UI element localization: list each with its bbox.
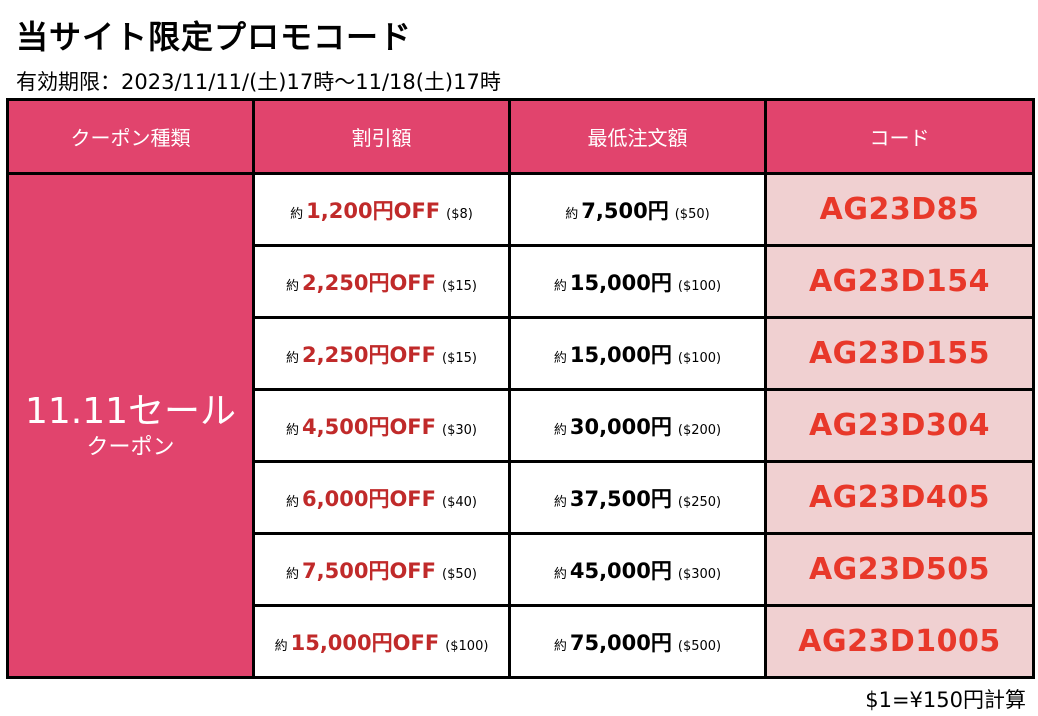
min-order-amount: 45,000円 xyxy=(569,558,672,583)
min-order-cell: 約 37,500円 ($250) xyxy=(508,460,767,535)
discount-cell: 約 2,250円OFF ($15) xyxy=(252,244,511,319)
promo-code: AG23D505 xyxy=(808,552,991,587)
discount-cell: 約 2,250円OFF ($15) xyxy=(252,316,511,391)
code-cell: AG23D505 xyxy=(764,532,1035,607)
discount-amount: 7,500円OFF xyxy=(302,558,436,583)
min-order-amount: 15,000円 xyxy=(569,342,672,367)
approx-label: 約 xyxy=(553,638,567,654)
approx-label: 約 xyxy=(286,494,300,510)
min-order-amount: 7,500円 xyxy=(581,198,669,223)
header-min-order: 最低注文額 xyxy=(508,98,767,175)
coupon-type-cell: 11.11セール クーポン xyxy=(6,172,255,679)
code-cell: AG23D304 xyxy=(764,388,1035,463)
discount-usd: ($15) xyxy=(442,278,477,294)
approx-label: 約 xyxy=(553,350,567,366)
approx-label: 約 xyxy=(553,494,567,510)
discount-amount: 6,000円OFF xyxy=(302,486,436,511)
table-row: 約 4,500円OFF ($30) 約 30,000円 ($200) AG23D304 xyxy=(8,388,1035,463)
table-row: 約 15,000円OFF ($100) 約 75,000円 ($500) AG23D1005 xyxy=(8,604,1035,679)
discount-amount: 4,500円OFF xyxy=(302,414,436,439)
code-cell: AG23D154 xyxy=(764,244,1035,319)
min-order-usd: ($100) xyxy=(677,350,722,366)
min-order-cell: 約 30,000円 ($200) xyxy=(508,388,767,463)
approx-label: 約 xyxy=(286,350,300,366)
discount-cell: 約 6,000円OFF ($40) xyxy=(252,460,511,535)
min-order-cell: 約 45,000円 ($300) xyxy=(508,532,767,607)
discount-amount: 1,200円OFF xyxy=(306,198,441,223)
min-order-usd: ($200) xyxy=(677,422,722,438)
min-order-usd: ($100) xyxy=(677,278,722,294)
min-order-cell: 約 15,000円 ($100) xyxy=(508,244,767,319)
validity-period: 有効期限：2023/11/11/(土)17時〜11/18(土)17時 xyxy=(16,70,501,94)
min-order-cell: 約 15,000円 ($100) xyxy=(508,316,767,391)
min-order-usd: ($300) xyxy=(677,566,722,582)
approx-label: 約 xyxy=(286,422,300,438)
discount-usd: ($8) xyxy=(446,206,473,222)
min-order-usd: ($250) xyxy=(677,494,722,510)
promo-code: AG23D405 xyxy=(808,480,991,515)
approx-label: 約 xyxy=(553,422,567,438)
table-row: 約 2,250円OFF ($15) 約 15,000円 ($100) AG23D155 xyxy=(8,316,1035,391)
discount-amount: 15,000円OFF xyxy=(290,630,440,655)
discount-amount: 2,250円OFF xyxy=(302,342,436,367)
approx-label: 約 xyxy=(274,638,288,654)
discount-usd: ($30) xyxy=(442,422,477,438)
min-order-cell: 約 75,000円 ($500) xyxy=(508,604,767,679)
header-discount: 割引額 xyxy=(252,98,511,175)
promo-code: AG23D85 xyxy=(819,192,980,227)
approx-label: 約 xyxy=(286,566,300,582)
approx-label: 約 xyxy=(553,566,567,582)
exchange-rate-note: $1=¥150円計算 xyxy=(865,688,1026,712)
discount-usd: ($50) xyxy=(442,566,477,582)
promo-code: AG23D304 xyxy=(808,408,991,443)
table-row: 約 2,250円OFF ($15) 約 15,000円 ($100) AG23D154 xyxy=(8,244,1035,319)
min-order-amount: 30,000円 xyxy=(569,414,672,439)
min-order-amount: 15,000円 xyxy=(569,270,672,295)
header-code: コード xyxy=(764,98,1035,175)
discount-cell: 約 1,200円OFF ($8) xyxy=(252,172,511,247)
code-cell: AG23D155 xyxy=(764,316,1035,391)
table-row: 11.11セール クーポン約 1,200円OFF ($8) 約 7,500円 ($50) AG… xyxy=(6,172,1035,679)
approx-label: 約 xyxy=(290,206,304,222)
code-cell: AG23D1005 xyxy=(764,604,1035,679)
discount-usd: ($100) xyxy=(445,638,489,654)
promo-code: AG23D155 xyxy=(808,336,991,371)
promo-code: AG23D154 xyxy=(808,264,991,299)
discount-usd: ($15) xyxy=(442,350,477,366)
min-order-usd: ($500) xyxy=(677,638,722,654)
promo-code: AG23D1005 xyxy=(798,624,1001,659)
approx-label: 約 xyxy=(553,278,567,294)
page-title: 当サイト限定プロモコード xyxy=(16,18,413,56)
discount-amount: 2,250円OFF xyxy=(302,270,436,295)
discount-cell: 約 15,000円OFF ($100) xyxy=(252,604,511,679)
min-order-cell: 約 7,500円 ($50) xyxy=(508,172,767,247)
table-body: 11.11セール クーポン約 1,200円OFF ($8) 約 7,500円 ($50) AG… xyxy=(6,172,1035,679)
table-header-row: クーポン種類 割引額 最低注文額 コード xyxy=(6,98,1035,175)
promo-code-table: クーポン種類 割引額 最低注文額 コード 11.11セール クーポン約 1,200円… xyxy=(6,98,1035,679)
coupon-campaign-name: 11.11セール xyxy=(24,390,237,432)
approx-label: 約 xyxy=(565,206,579,222)
header-coupon-type: クーポン種類 xyxy=(6,98,255,175)
code-cell: AG23D85 xyxy=(764,172,1035,247)
table-row: 約 7,500円OFF ($50) 約 45,000円 ($300) AG23D505 xyxy=(8,532,1035,607)
min-order-amount: 37,500円 xyxy=(569,486,672,511)
table-row: 約 6,000円OFF ($40) 約 37,500円 ($250) AG23D405 xyxy=(8,460,1035,535)
code-cell: AG23D405 xyxy=(764,460,1035,535)
discount-usd: ($40) xyxy=(442,494,477,510)
discount-cell: 約 7,500円OFF ($50) xyxy=(252,532,511,607)
min-order-usd: ($50) xyxy=(674,206,710,222)
discount-cell: 約 4,500円OFF ($30) xyxy=(252,388,511,463)
coupon-campaign-label: クーポン xyxy=(86,434,175,460)
approx-label: 約 xyxy=(286,278,300,294)
min-order-amount: 75,000円 xyxy=(569,630,672,655)
